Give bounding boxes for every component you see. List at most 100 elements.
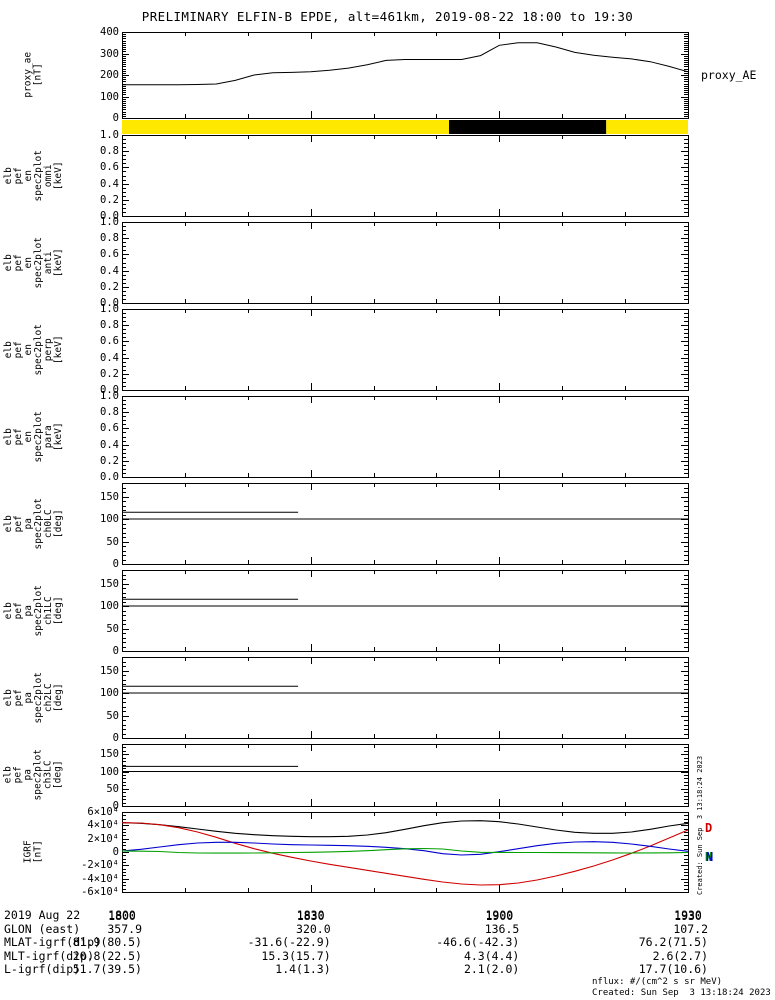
ytick-label-p7-3: 150 (100, 577, 119, 590)
bottom-cell-c0-r1: 357.9 (107, 921, 142, 936)
xtick-label-1900: 1900 (485, 909, 514, 923)
ytick-label-p10-1: -4×10⁴ (81, 872, 119, 885)
legend-proxy-ae: proxy_AE (701, 68, 757, 82)
created-note: Created: Sun Sep 3 13:18:24 2023 (592, 988, 771, 998)
ytick-label-p10-3: 0 (112, 846, 119, 858)
xtick-label-1930: 1930 (674, 909, 702, 923)
ytick-label-p3-5: 1.0 (100, 216, 119, 228)
bottom-cell-c0-r0: 1800 (108, 908, 136, 922)
bottom-row-label-4: L-igrf(dip) (4, 962, 81, 977)
ytick-label-p4-5: 1.0 (100, 303, 119, 315)
bottom-cell-c3-r4: 17.7(10.6) (638, 962, 708, 977)
igrf-legend-n-2: N (706, 850, 714, 864)
ytick-label-p7-2: 100 (100, 600, 119, 612)
trace-proxy-ae-panel (122, 42, 689, 86)
ytick-label-p5-2: 0.4 (100, 438, 119, 451)
ytick-label-p4-4: 0.8 (100, 319, 119, 332)
ytick-label-p10-0: -6×10⁴ (81, 886, 119, 898)
bottom-cell-c3-r3: 2.6(2.7) (652, 948, 708, 963)
bottom-row-label-0: 2019 Aug 22 (4, 908, 81, 922)
xtick-label-1800: 1800 (108, 909, 136, 923)
ytick-label-p0-1: 100 (100, 90, 119, 103)
panel-frame-8 (122, 657, 689, 739)
ytick-label-p5-0: 0.0 (100, 471, 119, 483)
panel-frame-4 (122, 309, 689, 391)
ytick-label-p6-2: 100 (100, 513, 119, 525)
bottom-cell-c2-r1: 136.5 (484, 921, 520, 936)
ytick-label-p9-1: 50 (106, 782, 119, 795)
panel-frame-2 (122, 135, 689, 217)
ytick-label-p4-0: 0.0 (100, 384, 119, 396)
bottom-cell-c1-r1: 320.0 (296, 921, 331, 936)
ytick-label-p5-4: 0.8 (100, 406, 119, 419)
day-night-status-bar (122, 120, 688, 134)
ytick-label-p9-3: 150 (100, 748, 119, 761)
ytick-label-p8-1: 50 (106, 709, 119, 722)
ytick-label-p8-3: 150 (100, 664, 119, 677)
panel-frame-3 (122, 222, 689, 304)
ytick-label-p9-0: 0 (112, 800, 119, 812)
bottom-row-label-1: GLON (east) (4, 921, 81, 936)
igrf-legend-d-0: D (705, 821, 713, 835)
bottom-cell-c2-r3: 4.3(4.4) (463, 948, 520, 963)
bottom-row-label-2: MLAT-igrf(dip) (4, 935, 101, 950)
ytick-label-p0-0: 0 (112, 112, 119, 124)
ytick-label-p4-2: 0.4 (100, 351, 119, 364)
ytick-label-p6-3: 150 (100, 490, 119, 503)
bottom-cell-c0-r4: 51.7(39.5) (72, 962, 142, 977)
ytick-label-p10-5: 4×10⁴ (87, 819, 119, 832)
ytick-label-p0-2: 200 (100, 69, 119, 81)
panel-frame-5 (122, 396, 689, 478)
bottom-row-label-3: MLT-igrf(dip) (4, 948, 95, 963)
bottom-cell-c1-r3: 15.3(15.7) (261, 948, 331, 963)
right-margin-timestamp: Created: Sun Sep 3 13:18:24 2023 (696, 755, 704, 895)
trace-red-trace (121, 822, 689, 886)
ytick-label-p4-1: 0.2 (100, 367, 119, 380)
ytick-label-p5-3: 0.6 (100, 422, 119, 435)
bottom-cell-c3-r1: 107.2 (673, 921, 708, 936)
status-segment-night (449, 120, 607, 134)
ytick-label-p9-2: 100 (100, 765, 119, 778)
status-segment-day (122, 120, 450, 134)
bottom-cell-c0-r3: 20.8(22.5) (72, 948, 142, 963)
ytick-label-p6-1: 50 (106, 535, 119, 548)
bottom-cell-c2-r2: -46.6(-42.3) (436, 935, 520, 950)
bottom-cell-c3-r0: 1930 (674, 908, 702, 922)
ytick-label-p2-4: 0.8 (100, 145, 119, 158)
ytick-label-p0-3: 300 (100, 47, 119, 60)
ytick-label-p10-2: -2×10⁴ (81, 859, 119, 872)
ytick-label-p5-5: 1.0 (100, 390, 119, 402)
bottom-cell-c1-r2: -31.6(-22.9) (247, 935, 331, 950)
ytick-label-p2-3: 0.6 (100, 161, 119, 174)
ytick-label-p5-1: 0.2 (100, 454, 119, 467)
panel-frame-0 (122, 32, 689, 119)
ytick-label-p2-5: 1.0 (100, 129, 119, 141)
ytick-label-p10-4: 2×10⁴ (87, 832, 119, 845)
ytick-label-p10-6: 6×10⁴ (87, 806, 119, 818)
bottom-cell-c1-r0: 1830 (296, 908, 325, 922)
trace-black-trace (121, 820, 689, 838)
bottom-cell-c3-r2: 76.2(71.5) (638, 935, 708, 950)
ytick-label-p4-3: 0.6 (100, 335, 119, 348)
trace-green-trace (121, 847, 689, 854)
ytick-label-p7-0: 0 (112, 645, 119, 657)
ytick-label-p8-0: 0 (112, 732, 119, 744)
ytick-label-p7-1: 50 (106, 622, 119, 635)
ytick-label-p3-0: 0.0 (100, 297, 119, 309)
ytick-label-p3-4: 0.8 (100, 232, 119, 245)
page-title: PRELIMINARY ELFIN-B EPDE, alt=461km, 201… (141, 9, 634, 24)
panel-frame-9 (122, 744, 689, 807)
ytick-label-p2-1: 0.2 (100, 193, 119, 206)
bottom-cell-c0-r2: 81.9(80.5) (72, 935, 142, 950)
nflux-note: nflux: #/(cm^2 s sr MeV) (592, 977, 723, 987)
ytick-label-p8-2: 100 (100, 687, 119, 699)
igrf-legend-n-1: N (705, 850, 713, 864)
bottom-cell-c1-r4: 1.4(1.3) (275, 962, 331, 977)
ytick-label-p3-1: 0.2 (100, 280, 119, 293)
bottom-cell-c2-r4: 2.1(2.0) (463, 962, 520, 977)
xtick-label-1830: 1830 (296, 909, 325, 923)
ytick-label-p3-3: 0.6 (100, 248, 119, 261)
bottom-cell-c2-r0: 1900 (485, 908, 514, 922)
